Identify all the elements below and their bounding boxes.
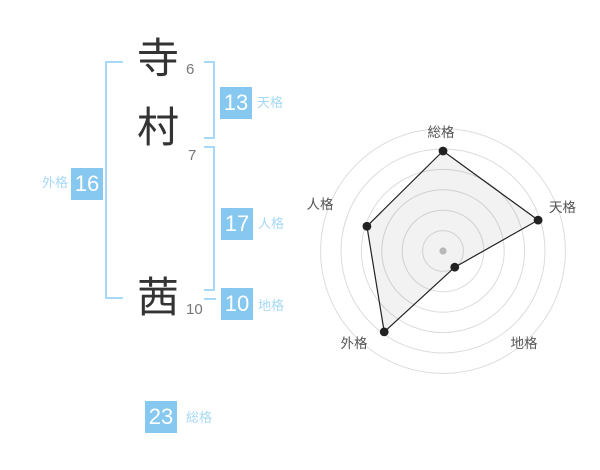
name-char-2: 村 [136,106,179,152]
radar-axis-label-4: 外格 [341,336,368,351]
gaikaku-value-badge: 16 [71,168,103,200]
soukaku-label: 総格 [186,410,213,425]
soukaku-value-badge: 23 [145,401,177,433]
radar-point-3 [450,262,460,272]
jinkaku-label: 人格 [258,216,285,231]
radar-ring-6 [320,128,566,374]
jinkaku-bracket [204,146,215,291]
radar-series-polygon [366,150,540,334]
radar-point-2 [533,215,543,225]
tenkaku-value-badge: 13 [220,87,252,119]
radar-ring-4 [360,168,526,334]
chikaku-label: 地格 [258,298,285,313]
gaikaku-bracket [105,61,123,299]
radar-ring-1 [422,230,464,272]
radar-point-4 [379,327,389,337]
radar-axis-label-3: 地格 [511,336,539,351]
stroke-count-2: 7 [188,147,197,164]
jinkaku-value-badge: 17 [221,208,253,240]
radar-center-dot [439,247,447,255]
radar-axis-label-2: 天格 [549,200,577,215]
radar-axis-label-1: 総格 [428,125,455,140]
chikaku-dash [204,298,216,300]
radar-point-1 [438,146,448,156]
gaikaku-label: 外格 [42,175,69,190]
radar-point-5 [362,221,372,231]
radar-ring-3 [381,189,505,313]
name-char-3: 茜 [136,276,179,322]
stroke-count-1: 6 [186,61,195,78]
chikaku-value-badge: 10 [221,288,253,320]
tenkaku-label: 天格 [257,95,284,110]
radar-axis-label-5: 人格 [307,197,334,212]
tenkaku-bracket [204,61,215,139]
stroke-count-3: 10 [186,301,203,318]
name-char-1: 寺 [136,37,179,83]
